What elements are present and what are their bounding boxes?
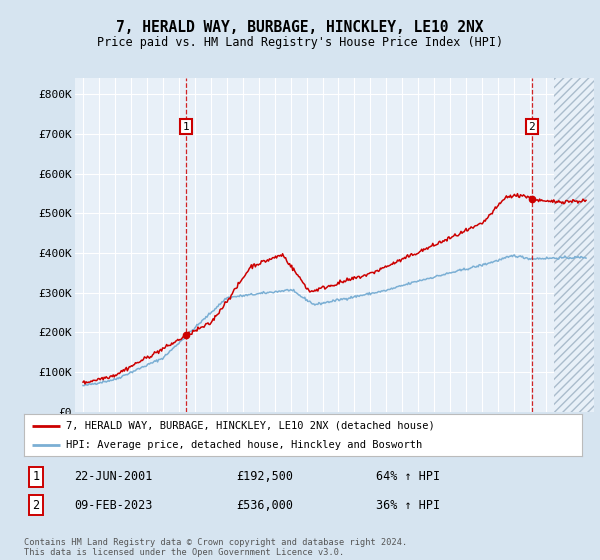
Text: 2: 2 [32,498,40,512]
Text: 1: 1 [32,470,40,483]
Text: 22-JUN-2001: 22-JUN-2001 [74,470,152,483]
Text: £536,000: £536,000 [236,498,293,512]
Text: 36% ↑ HPI: 36% ↑ HPI [376,498,440,512]
Text: 2: 2 [529,122,535,132]
Text: 09-FEB-2023: 09-FEB-2023 [74,498,152,512]
Text: Contains HM Land Registry data © Crown copyright and database right 2024.
This d: Contains HM Land Registry data © Crown c… [24,538,407,557]
Text: 7, HERALD WAY, BURBAGE, HINCKLEY, LE10 2NX (detached house): 7, HERALD WAY, BURBAGE, HINCKLEY, LE10 2… [66,421,434,431]
Text: Price paid vs. HM Land Registry's House Price Index (HPI): Price paid vs. HM Land Registry's House … [97,36,503,49]
Text: 64% ↑ HPI: 64% ↑ HPI [376,470,440,483]
Text: 7, HERALD WAY, BURBAGE, HINCKLEY, LE10 2NX: 7, HERALD WAY, BURBAGE, HINCKLEY, LE10 2… [116,20,484,35]
Text: HPI: Average price, detached house, Hinckley and Bosworth: HPI: Average price, detached house, Hinc… [66,440,422,450]
Text: 1: 1 [183,122,190,132]
Bar [554,78,594,412]
Text: £192,500: £192,500 [236,470,293,483]
